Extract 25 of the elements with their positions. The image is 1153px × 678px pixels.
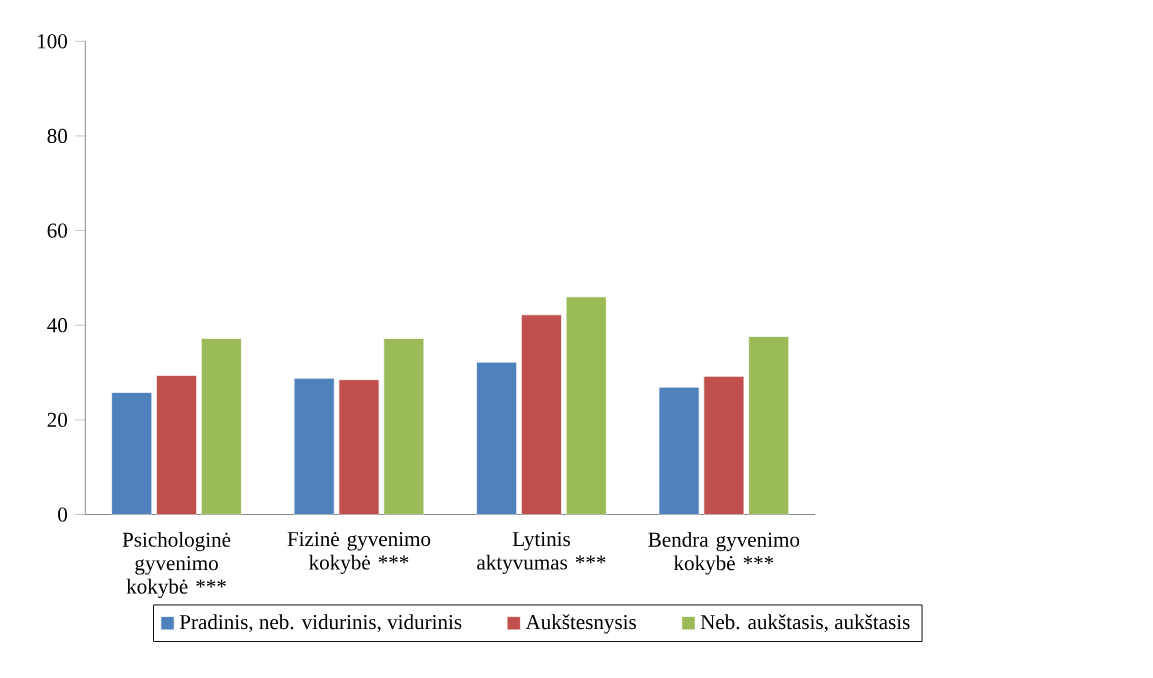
x-tick-label: Lytinis aktyvumas *** [477, 532, 606, 575]
y-tick-label: 80 [47, 128, 68, 144]
bar [748, 336, 790, 515]
bar [293, 377, 335, 515]
bar [521, 314, 562, 515]
bar [200, 338, 242, 515]
y-tick-label: 60 [47, 223, 68, 238]
legend-label: Neb. aukštasis, aukštasis [700, 614, 910, 633]
bar [383, 338, 425, 515]
y-tick-label: 0 [58, 507, 68, 522]
bar [111, 392, 153, 515]
bar [476, 361, 518, 515]
legend-label: Aukštesnysis [525, 614, 636, 634]
x-tick-label: Bendra gyvenimo kokybė *** [648, 532, 800, 575]
y-tick-label: 40 [47, 318, 68, 333]
x-tick-label: Fizinė gyvenimo kokybė *** [287, 532, 431, 575]
legend-label: Pradinis, neb. vidurinis, vidurinis [179, 614, 462, 633]
y-tick-label: 20 [47, 412, 68, 428]
bar [658, 386, 700, 515]
bar [156, 375, 197, 515]
y-tick-label: 100 [38, 34, 68, 49]
bar [565, 296, 607, 515]
x-tick-label: Psichologinė gyvenimo kokybė *** [122, 532, 231, 599]
bar [703, 376, 745, 515]
bar [338, 379, 380, 515]
